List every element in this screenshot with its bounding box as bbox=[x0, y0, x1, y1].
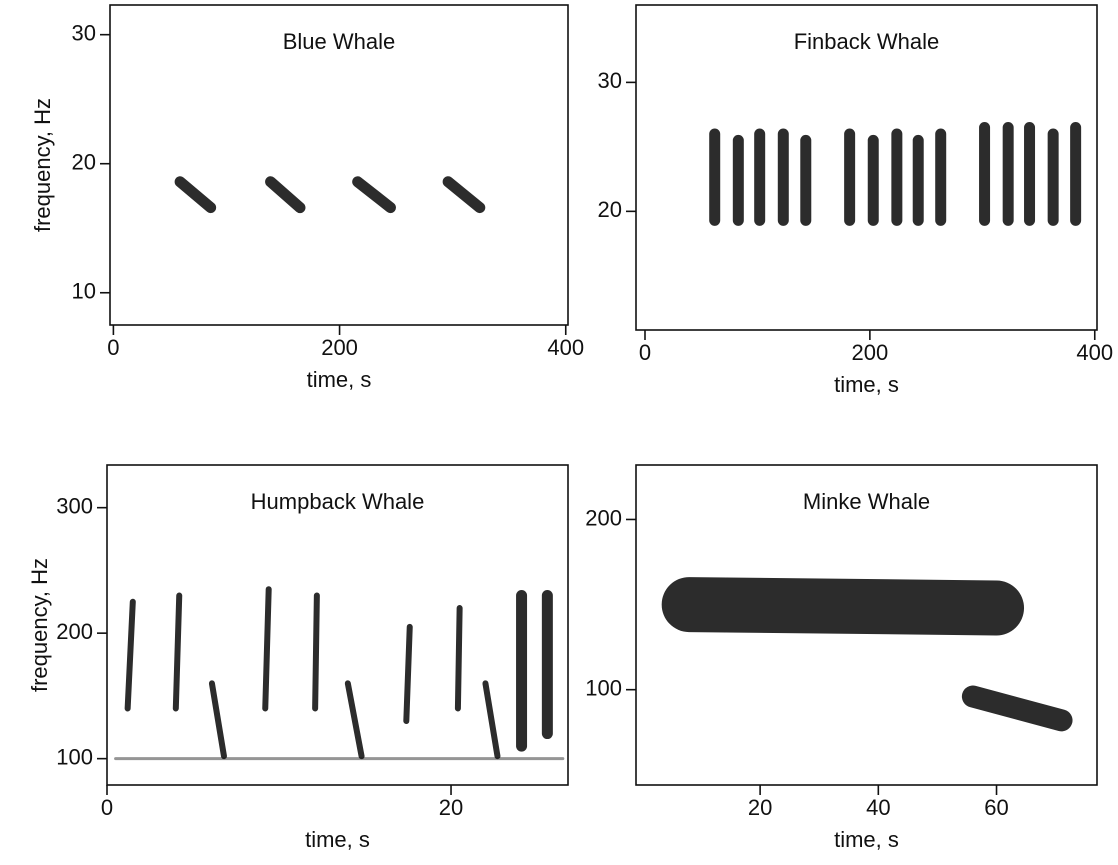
call bbox=[442, 176, 486, 214]
y-tick-label: 30 bbox=[72, 20, 96, 45]
panel-title: Blue Whale bbox=[283, 29, 396, 54]
call bbox=[265, 176, 306, 214]
y-tick-label: 300 bbox=[56, 493, 93, 518]
call bbox=[174, 176, 217, 214]
y-tick-label: 100 bbox=[585, 675, 622, 700]
x-tick-label: 0 bbox=[107, 335, 119, 360]
y-tick-label: 100 bbox=[56, 744, 93, 769]
plot-frame bbox=[106, 464, 569, 786]
call bbox=[352, 176, 396, 214]
y-axis-label: frequency, Hz bbox=[27, 558, 52, 692]
call bbox=[661, 577, 1025, 636]
call bbox=[124, 598, 136, 712]
call bbox=[961, 685, 1073, 732]
x-axis-label: time, s bbox=[307, 367, 372, 392]
x-axis-label: time, s bbox=[834, 827, 899, 852]
y-tick-label: 20 bbox=[598, 197, 622, 222]
y-tick-label: 200 bbox=[585, 505, 622, 530]
call bbox=[262, 586, 272, 712]
y-tick-label: 30 bbox=[598, 68, 622, 93]
panel-title: Finback Whale bbox=[794, 29, 940, 54]
plot-frame bbox=[635, 4, 1098, 331]
y-tick-label: 200 bbox=[56, 619, 93, 644]
x-tick-label: 0 bbox=[639, 340, 651, 365]
y-tick-label: 20 bbox=[72, 150, 96, 175]
call bbox=[454, 605, 463, 712]
x-tick-label: 200 bbox=[321, 335, 358, 360]
call bbox=[403, 623, 413, 724]
plot-frame bbox=[635, 464, 1098, 786]
x-tick-label: 400 bbox=[547, 335, 584, 360]
panel-title: Minke Whale bbox=[803, 489, 930, 514]
x-tick-label: 20 bbox=[748, 795, 772, 820]
y-tick-label: 10 bbox=[72, 279, 96, 304]
x-tick-label: 60 bbox=[984, 795, 1008, 820]
panel-title: Humpback Whale bbox=[251, 489, 425, 514]
x-tick-label: 0 bbox=[101, 795, 113, 820]
x-axis-label: time, s bbox=[305, 827, 370, 852]
call bbox=[312, 592, 320, 712]
y-axis-label: frequency, Hz bbox=[30, 98, 55, 232]
call bbox=[172, 592, 183, 712]
x-tick-label: 20 bbox=[439, 795, 463, 820]
call bbox=[344, 680, 365, 760]
call bbox=[482, 680, 501, 760]
x-tick-label: 200 bbox=[852, 340, 889, 365]
x-tick-label: 400 bbox=[1076, 340, 1113, 365]
x-axis-label: time, s bbox=[834, 372, 899, 397]
x-tick-label: 40 bbox=[866, 795, 890, 820]
call bbox=[208, 680, 227, 760]
